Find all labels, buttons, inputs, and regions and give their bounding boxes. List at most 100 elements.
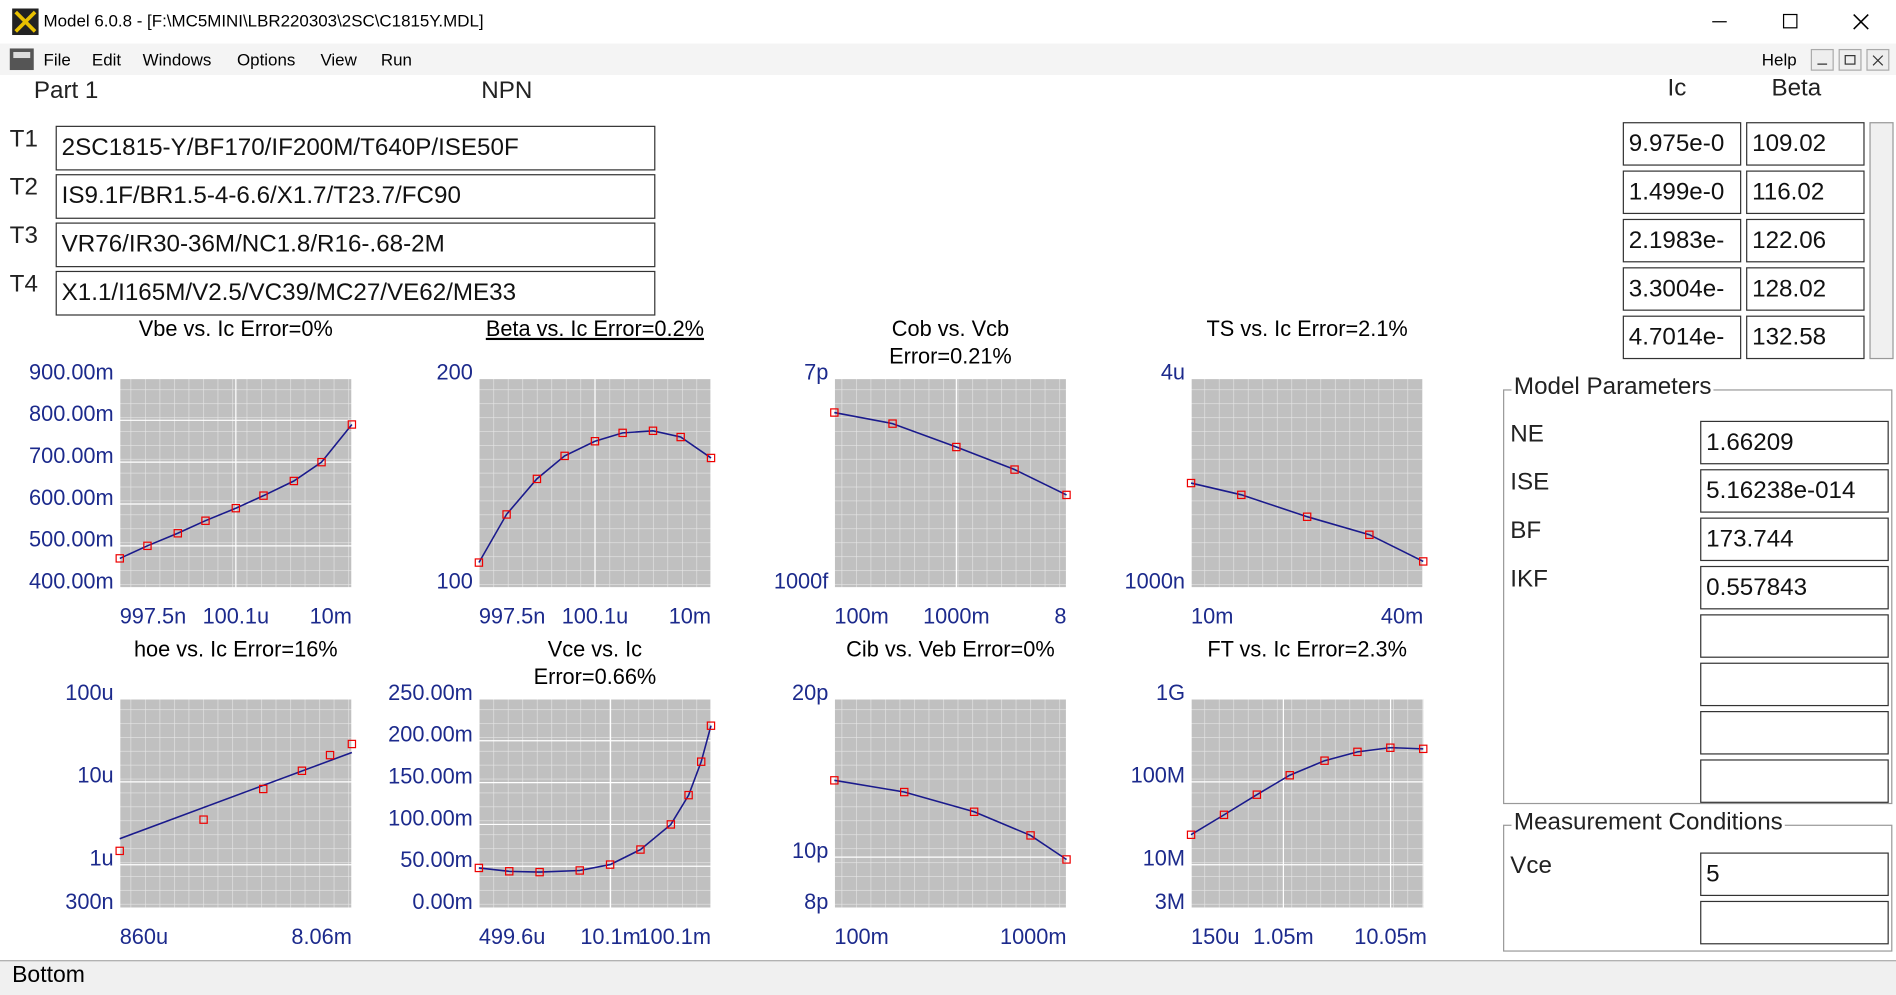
window-title: Model 6.0.8 - [F:\MC5MINI\LBR220303\2SC\…	[43, 10, 484, 31]
model-curve	[834, 411, 1067, 496]
measured-point	[474, 863, 484, 873]
y-tick-label: 600.00m	[29, 485, 114, 510]
x-tick-label: 40m	[1381, 604, 1423, 629]
param-field[interactable]	[1700, 614, 1889, 658]
measured-point	[952, 442, 961, 452]
table-cell[interactable]: 2.1983e-	[1622, 218, 1742, 263]
y-tick-label: 4u	[1161, 359, 1185, 384]
plot-title: Error=0.66%	[534, 664, 657, 689]
table-header: Ic	[1667, 74, 1687, 102]
plot-title: Vbe vs. Ic Error=0%	[139, 316, 333, 341]
text-field[interactable]: VR76/IR30-36M/NC1.8/R16-.68-2M	[55, 222, 656, 268]
plot-title: hoe vs. Ic Error=16%	[134, 636, 338, 661]
param-name: ISE	[1510, 469, 1550, 496]
table-cell[interactable]: 4.7014e-	[1622, 315, 1742, 360]
model-curve	[478, 725, 712, 873]
table-cell[interactable]: 116.02	[1746, 170, 1865, 215]
group-title: Model Parameters	[1511, 373, 1714, 402]
measured-point	[1320, 756, 1329, 765]
field-label: T4	[9, 270, 38, 298]
text-field[interactable]: 2SC1815-Y/BF170/IF200M/T640P/ISE50F	[55, 125, 656, 171]
menu-item[interactable]: View	[320, 49, 357, 69]
menu-item[interactable]: Options	[237, 49, 296, 69]
measured-point	[676, 432, 685, 442]
measured-point	[575, 866, 584, 875]
measured-point	[618, 428, 627, 438]
y-tick-label: 150.00m	[388, 764, 473, 789]
y-tick-label: 10u	[77, 763, 113, 788]
param-field[interactable]: 5.16238e-014	[1700, 469, 1889, 513]
x-tick-label: 1.05m	[1253, 924, 1313, 949]
mdi-controls[interactable]	[1810, 48, 1892, 72]
x-tick-label: 100.1u	[562, 604, 629, 629]
measured-point	[666, 820, 676, 829]
param-field[interactable]	[1700, 711, 1889, 755]
menu-item[interactable]: Edit	[91, 49, 122, 69]
plot-area	[834, 698, 1067, 909]
table-cell[interactable]: 9.975e-0	[1622, 122, 1742, 166]
window-controls[interactable]	[1693, 0, 1896, 44]
measured-point	[605, 860, 615, 869]
measured-point	[969, 807, 979, 816]
status-text: Bottom	[12, 962, 85, 988]
text-field[interactable]: X1.1/I165M/V2.5/VC39/MC27/VE62/ME33	[55, 270, 656, 316]
condition-field[interactable]	[1700, 900, 1889, 945]
polarity: NPN	[481, 77, 533, 104]
plot-area	[1191, 378, 1424, 588]
x-tick-label: 10m	[1191, 604, 1233, 629]
measured-point	[706, 453, 716, 463]
y-tick-label: 1G	[1156, 680, 1185, 705]
y-tick-label: 400.00m	[29, 569, 114, 594]
text-field[interactable]: IS9.1F/BR1.5-4-6.6/X1.7/T23.7/FC90	[55, 174, 656, 219]
table-cell[interactable]: 1.499e-0	[1622, 170, 1742, 215]
y-tick-label: 20p	[792, 680, 828, 705]
table-cell[interactable]: 3.3004e-	[1622, 267, 1742, 311]
y-tick-label: 800.00m	[29, 401, 114, 426]
menu-item[interactable]: Run	[380, 49, 412, 69]
y-tick-label: 100u	[65, 680, 113, 705]
param-field[interactable]: 1.66209	[1700, 420, 1889, 465]
param-field[interactable]: 0.557843	[1700, 565, 1889, 610]
measured-point	[830, 408, 839, 417]
measured-point	[259, 491, 268, 500]
y-tick-label: 7p	[804, 359, 828, 384]
table-cell[interactable]: 132.58	[1746, 315, 1865, 360]
x-tick-label: 150u	[1191, 924, 1239, 949]
menu-item[interactable]: File	[43, 49, 71, 69]
table-cell[interactable]: 122.06	[1746, 218, 1865, 263]
measured-point	[505, 867, 514, 876]
plot-area	[478, 698, 712, 909]
model-curve	[1190, 482, 1424, 563]
condition-field[interactable]: 5	[1700, 852, 1889, 897]
menu-item[interactable]: Windows	[142, 49, 212, 69]
y-tick-label: 250.00m	[388, 680, 473, 705]
measured-point	[830, 776, 839, 785]
measured-point	[201, 516, 210, 525]
table-header: Beta	[1771, 74, 1822, 102]
scrollbar[interactable]	[1869, 122, 1894, 360]
measured-point	[173, 529, 183, 538]
measured-point	[317, 457, 326, 467]
status-bar	[0, 960, 1896, 995]
measured-point	[502, 510, 511, 519]
table-cell[interactable]: 109.02	[1746, 122, 1865, 166]
x-tick-label: 100.1m	[638, 924, 711, 949]
y-tick-label: 200	[437, 359, 473, 384]
app-icon	[12, 8, 39, 36]
param-field[interactable]	[1700, 759, 1889, 803]
measured-point	[1365, 530, 1374, 539]
param-field[interactable]	[1700, 662, 1889, 707]
model-curve	[478, 430, 712, 563]
x-tick-label: 10m	[310, 604, 352, 629]
help-menu[interactable]: Help	[1761, 49, 1797, 69]
measured-point	[231, 503, 241, 513]
plot-area	[834, 378, 1067, 588]
param-field[interactable]: 173.744	[1700, 517, 1889, 562]
table-cell[interactable]: 128.02	[1746, 267, 1865, 311]
x-tick-label: 997.5n	[479, 604, 546, 629]
measured-point	[199, 815, 208, 824]
measured-point	[1237, 490, 1246, 500]
